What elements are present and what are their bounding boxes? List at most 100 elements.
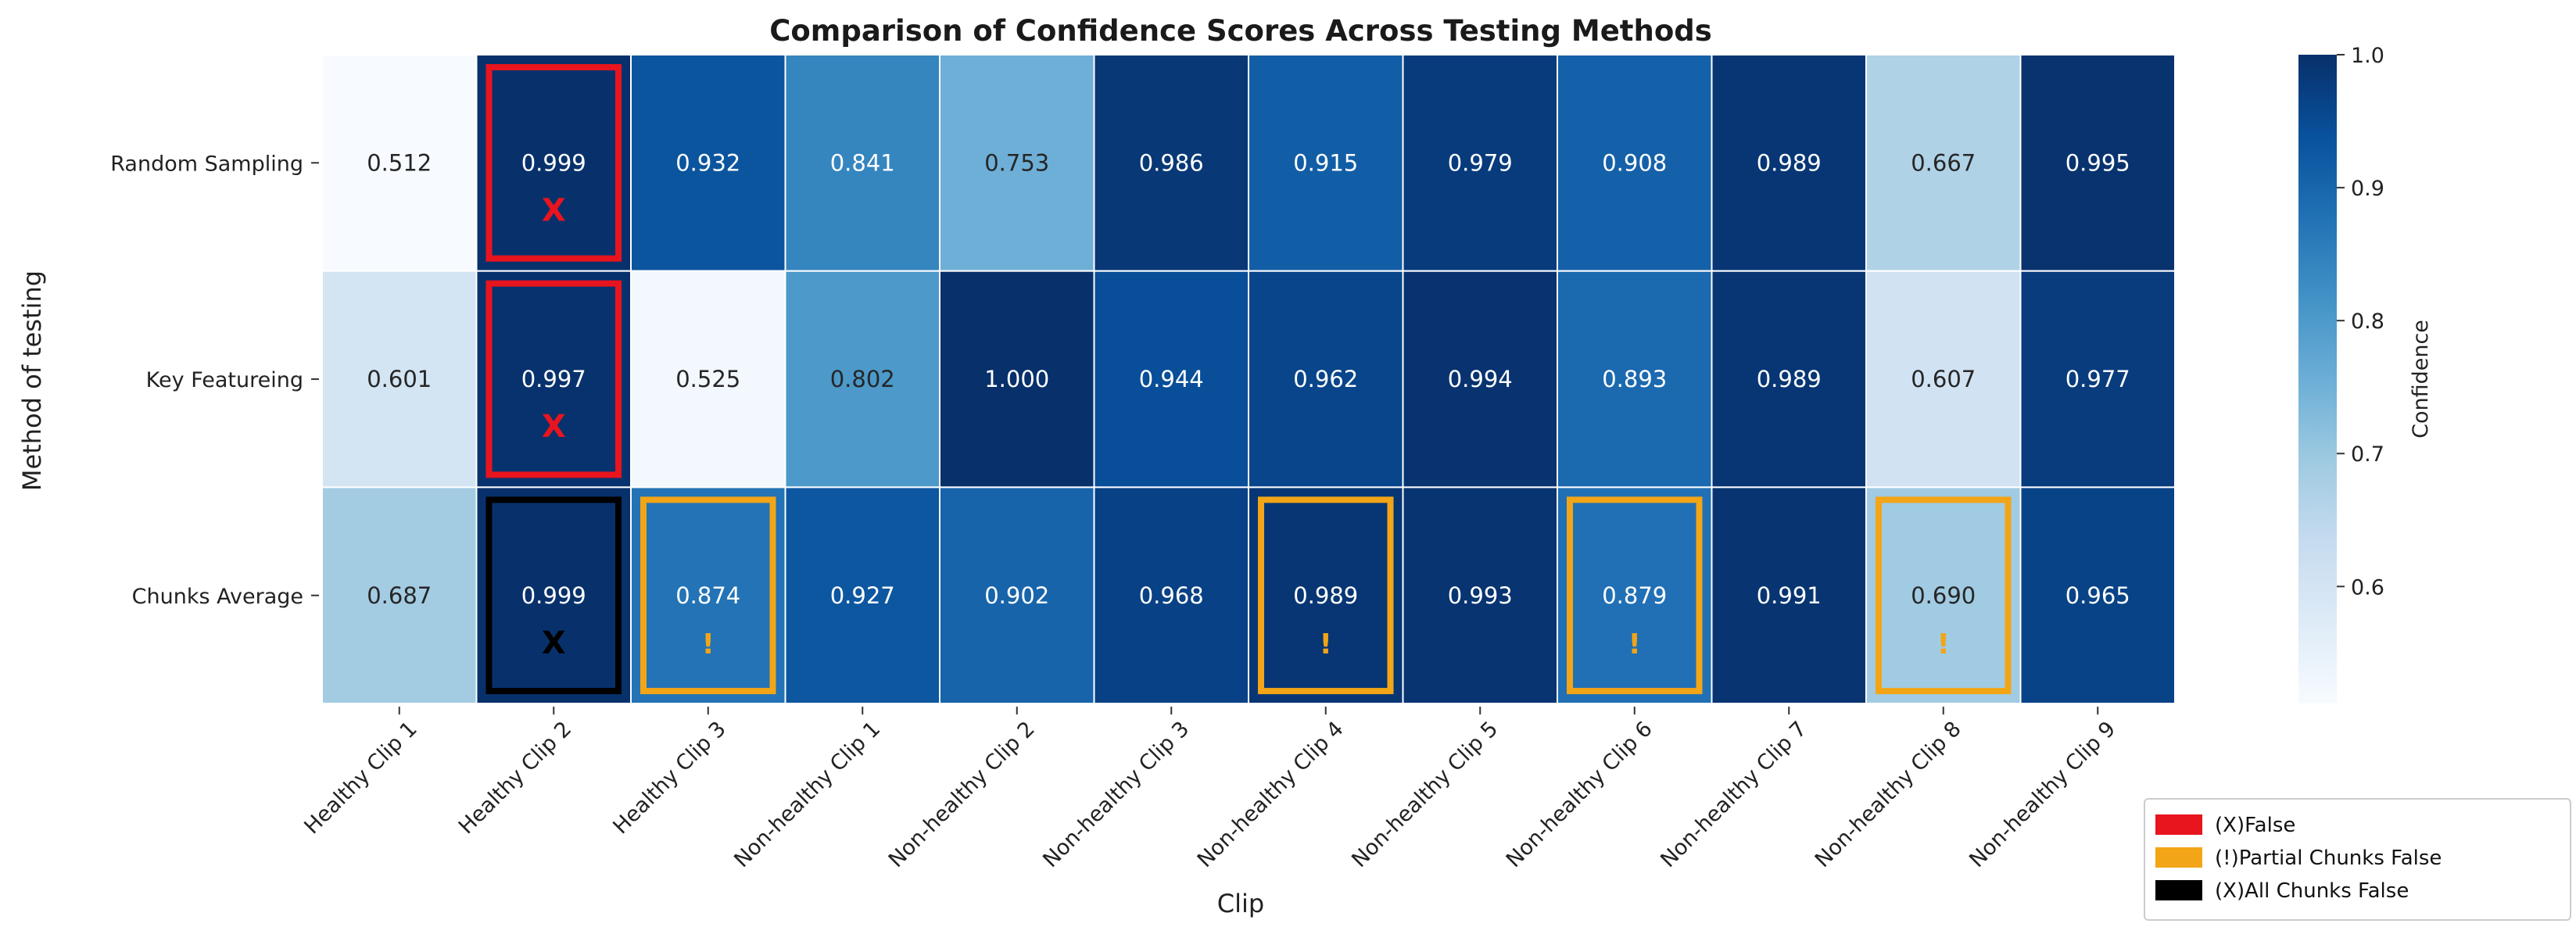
heatmap-cell [1248, 270, 1404, 489]
heatmap-cell [475, 54, 632, 272]
cell-value: 0.993 [1448, 582, 1513, 609]
colorbar-tick-label: 0.8 [2351, 310, 2384, 334]
annotation-marker: ! [1320, 628, 1332, 660]
heatmap-cell [2019, 486, 2176, 705]
y-tick-label: Chunks Average [132, 585, 303, 609]
annotation-marker: ! [1628, 628, 1641, 660]
heatmap-cell [321, 54, 478, 272]
annotation-boxes: X X X!!!! [485, 64, 2012, 695]
annotation-box-false [485, 280, 622, 478]
x-tick-label: Healthy Clip 3 [608, 717, 730, 839]
cell-value: 0.927 [830, 582, 895, 609]
cell-value: 0.944 [1139, 366, 1204, 392]
cell-value-labels: 0.512 0.999 0.932 0.841 0.753 0.986 0.915 0.979… [367, 149, 2130, 608]
legend-label: (!)Partial Chunks False [2215, 847, 2442, 870]
annotation-marker: ! [1937, 628, 1950, 660]
y-tick-label: Key Featureing [146, 368, 303, 392]
colorbar-tick-label: 1.0 [2351, 44, 2384, 68]
legend-swatch [2155, 847, 2202, 868]
cell-value: 0.879 [1602, 582, 1667, 609]
legend-label: (X)All Chunks False [2215, 879, 2409, 903]
annotation-box-all_false [485, 496, 622, 695]
annotation-box-partial [640, 496, 776, 695]
annotation-marker: X [542, 625, 566, 661]
heatmap-cell [784, 270, 940, 489]
colorbar-tick-label: 0.6 [2351, 575, 2384, 600]
cell-value: 0.512 [367, 149, 432, 176]
cell-value: 0.962 [1293, 366, 1358, 392]
heatmap-cell [939, 54, 1095, 272]
cell-value: 0.908 [1602, 149, 1667, 176]
cell-value: 0.999 [521, 149, 586, 176]
annotation-box-partial [1876, 496, 2012, 695]
heatmap-cell [630, 270, 786, 489]
x-tick-label: Non-healthy Clip 2 [884, 717, 1040, 872]
cell-value: 0.802 [830, 366, 895, 392]
cell-value: 0.601 [367, 366, 432, 392]
cell-value: 0.893 [1602, 366, 1667, 392]
cell-value: 0.989 [1757, 366, 1822, 392]
cell-value: 0.968 [1139, 582, 1204, 609]
x-axis-label: Clip [1217, 889, 1264, 918]
heatmap-cell [939, 486, 1095, 705]
x-tick-label: Non-healthy Clip 5 [1347, 717, 1503, 872]
cell-value: 0.525 [675, 366, 740, 392]
cell-value: 0.687 [367, 582, 432, 609]
heatmap-cell [1711, 486, 1867, 705]
cell-value: 0.977 [2065, 366, 2130, 392]
heatmap-cell [1248, 486, 1404, 705]
heatmap-cell [1557, 270, 1713, 489]
heatmap-cell [1865, 270, 2022, 489]
annotation-box-false [485, 64, 622, 262]
colorbar-ticks: 0.6 0.7 0.8 0.9 1.0 [2337, 44, 2384, 600]
annotation-marker: ! [702, 628, 715, 660]
heatmap-cell [321, 486, 478, 705]
cell-value: 0.841 [830, 149, 895, 176]
x-tick-label: Non-healthy Clip 9 [1965, 717, 2120, 872]
heatmap-cell [2019, 270, 2176, 489]
heatmap-cell [1711, 270, 1867, 489]
cell-value: 0.991 [1757, 582, 1822, 609]
annotation-box-partial [1258, 496, 1394, 695]
x-tick-label: Non-healthy Clip 3 [1038, 717, 1194, 872]
heatmap-cell [939, 270, 1095, 489]
chart-title: Comparison of Confidence Scores Across T… [769, 14, 1712, 48]
annotation-marker: X [542, 409, 566, 445]
y-tick-labels: Random Sampling Key Featureing Chunks Aver… [110, 152, 319, 609]
cell-value: 0.932 [675, 149, 740, 176]
cell-value: 0.995 [2065, 149, 2130, 176]
cell-value: 0.965 [2065, 582, 2130, 609]
cell-value: 0.999 [521, 582, 586, 609]
x-tick-label: Healthy Clip 1 [299, 717, 421, 839]
legend-swatch [2155, 880, 2202, 900]
colorbar-tick-label: 0.9 [2351, 177, 2384, 201]
heatmap-cell [321, 270, 478, 489]
colorbar [2298, 55, 2337, 703]
cell-value: 0.690 [1911, 582, 1976, 609]
heatmap-cell [784, 486, 940, 705]
cell-value: 0.607 [1911, 366, 1976, 392]
heatmap-cell [1865, 486, 2022, 705]
y-axis-label: Method of testing [17, 270, 47, 491]
heatmap-cell [2019, 54, 2176, 272]
cell-value: 0.753 [984, 149, 1049, 176]
x-tick-label: Non-healthy Clip 6 [1502, 717, 1657, 872]
x-tick-label: Non-healthy Clip 7 [1656, 717, 1811, 872]
heatmap-cell [1093, 270, 1249, 489]
cell-value: 0.986 [1139, 149, 1204, 176]
cell-value: 0.902 [984, 582, 1049, 609]
legend-swatch [2155, 814, 2202, 835]
annotation-box-partial [1567, 496, 1703, 695]
cell-value: 0.979 [1448, 149, 1513, 176]
x-tick-label: Healthy Clip 2 [454, 717, 576, 839]
cell-value: 0.874 [675, 582, 740, 609]
heatmap-cell [475, 270, 632, 489]
cell-value: 0.989 [1757, 149, 1822, 176]
heatmap-cells [321, 54, 2176, 705]
cell-value: 0.997 [521, 366, 586, 392]
cell-value: 0.915 [1293, 149, 1358, 176]
x-tick-label: Non-healthy Clip 1 [729, 717, 885, 872]
heatmap-cell [1402, 54, 1558, 272]
legend-label: (X)False [2215, 814, 2295, 837]
